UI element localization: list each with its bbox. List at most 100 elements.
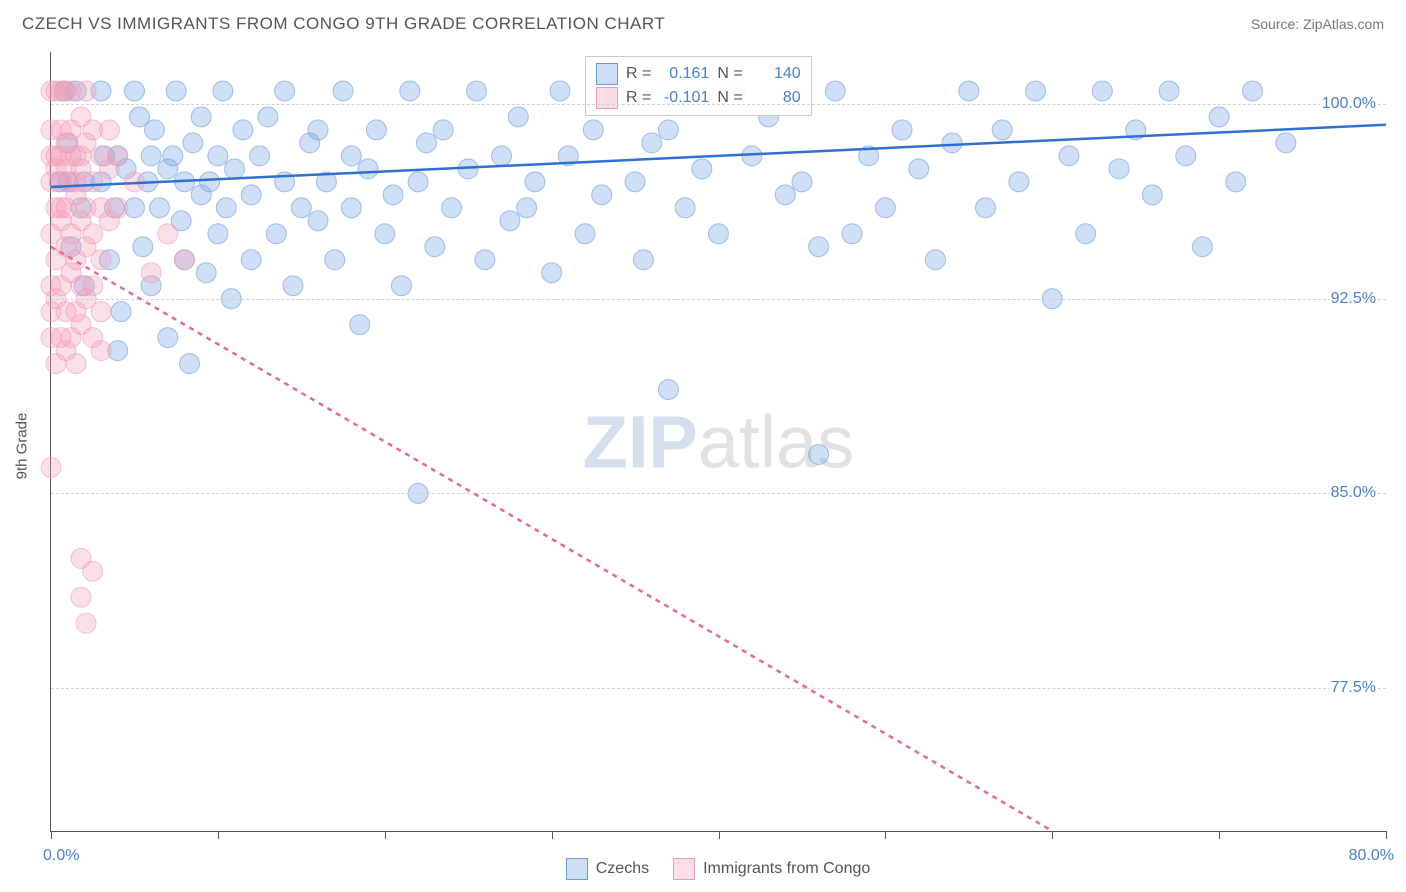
data-point xyxy=(308,211,328,231)
data-point xyxy=(208,146,228,166)
data-point xyxy=(592,185,612,205)
data-point xyxy=(658,380,678,400)
data-point xyxy=(241,185,261,205)
x-tick xyxy=(1386,831,1387,839)
data-point xyxy=(291,198,311,218)
data-point xyxy=(642,133,662,153)
data-point xyxy=(475,250,495,270)
data-point xyxy=(83,276,103,296)
gridline xyxy=(51,104,1386,105)
data-point xyxy=(216,198,236,218)
data-point xyxy=(283,276,303,296)
data-point xyxy=(625,172,645,192)
data-point xyxy=(442,198,462,218)
data-point xyxy=(416,133,436,153)
x-tick xyxy=(719,831,720,839)
n-label: N = xyxy=(717,65,742,83)
data-point xyxy=(275,81,295,101)
data-point xyxy=(425,237,445,257)
data-point xyxy=(149,198,169,218)
data-point xyxy=(158,224,178,244)
chart-title: CZECH VS IMMIGRANTS FROM CONGO 9TH GRADE… xyxy=(22,14,665,34)
x-tick xyxy=(885,831,886,839)
data-point xyxy=(1226,172,1246,192)
legend-item: Immigrants from Congo xyxy=(673,858,870,880)
data-point xyxy=(191,107,211,127)
y-tick-label: 92.5% xyxy=(1329,290,1378,308)
data-point xyxy=(1109,159,1129,179)
data-point xyxy=(133,237,153,257)
n-value: 140 xyxy=(749,65,801,83)
data-point xyxy=(91,250,111,270)
data-point xyxy=(333,81,353,101)
data-point xyxy=(111,302,131,322)
legend-row: R =0.161N =140 xyxy=(596,63,801,85)
x-tick xyxy=(1052,831,1053,839)
data-point xyxy=(892,120,912,140)
y-tick-label: 85.0% xyxy=(1329,484,1378,502)
data-point xyxy=(76,613,96,633)
x-tick xyxy=(385,831,386,839)
legend-item: Czechs xyxy=(566,858,649,880)
x-tick xyxy=(552,831,553,839)
data-point xyxy=(308,120,328,140)
data-point xyxy=(99,120,119,140)
data-point xyxy=(959,81,979,101)
data-point xyxy=(266,224,286,244)
data-point xyxy=(875,198,895,218)
data-point xyxy=(1009,172,1029,192)
data-point xyxy=(692,159,712,179)
data-point xyxy=(258,107,278,127)
legend-swatch xyxy=(673,858,695,880)
data-point xyxy=(183,133,203,153)
data-point xyxy=(500,211,520,231)
data-point xyxy=(942,133,962,153)
x-tick xyxy=(1219,831,1220,839)
y-axis-title: 9th Grade xyxy=(14,413,31,480)
data-point xyxy=(250,146,270,166)
gridline xyxy=(51,299,1386,300)
data-point xyxy=(492,146,512,166)
data-point xyxy=(525,172,545,192)
trend-line xyxy=(51,247,1052,831)
legend-swatch xyxy=(596,87,618,109)
data-point xyxy=(1026,81,1046,101)
data-point xyxy=(658,120,678,140)
data-point xyxy=(517,198,537,218)
gridline xyxy=(51,493,1386,494)
data-point xyxy=(809,237,829,257)
data-point xyxy=(1092,81,1112,101)
data-point xyxy=(108,198,128,218)
data-point xyxy=(358,159,378,179)
data-point xyxy=(366,120,386,140)
data-point xyxy=(775,185,795,205)
data-point xyxy=(976,198,996,218)
scatter-plot-svg xyxy=(51,52,1386,831)
data-point xyxy=(1192,237,1212,257)
legend-swatch xyxy=(566,858,588,880)
data-point xyxy=(375,224,395,244)
data-point xyxy=(83,224,103,244)
data-point xyxy=(241,250,261,270)
data-point xyxy=(71,587,91,607)
r-label: R = xyxy=(626,65,651,83)
data-point xyxy=(225,159,245,179)
series-legend: Czechs Immigrants from Congo xyxy=(50,858,1386,880)
data-point xyxy=(542,263,562,283)
data-point xyxy=(141,263,161,283)
data-point xyxy=(144,120,164,140)
x-tick xyxy=(51,831,52,839)
data-point xyxy=(76,81,96,101)
data-point xyxy=(825,81,845,101)
x-tick xyxy=(218,831,219,839)
data-point xyxy=(1142,185,1162,205)
data-point xyxy=(341,198,361,218)
data-point xyxy=(508,107,528,127)
data-point xyxy=(200,172,220,192)
data-point xyxy=(433,120,453,140)
data-point xyxy=(1276,133,1296,153)
data-point xyxy=(158,328,178,348)
data-point xyxy=(1176,146,1196,166)
source-attribution: Source: ZipAtlas.com xyxy=(1251,16,1384,32)
data-point xyxy=(91,341,111,361)
